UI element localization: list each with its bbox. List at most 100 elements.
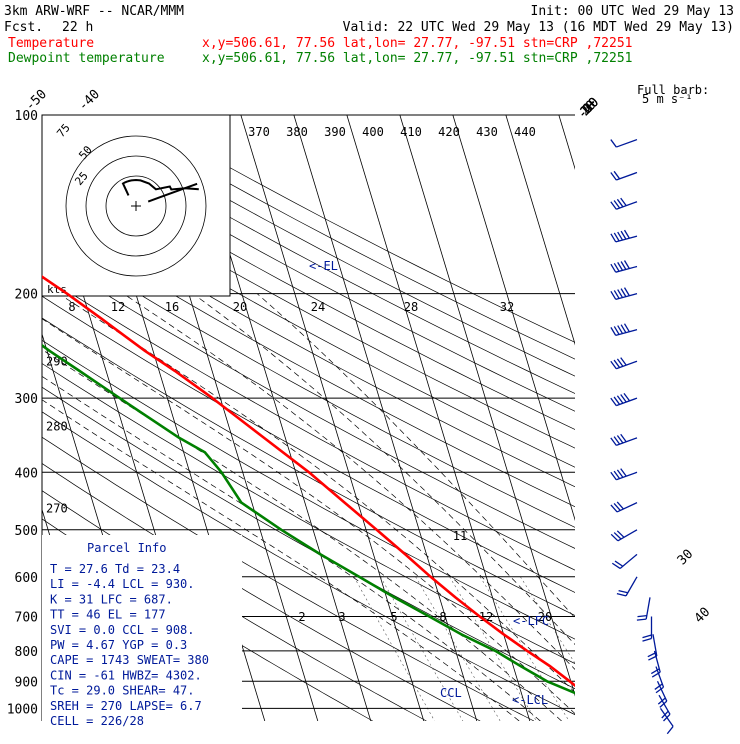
- moist-adiabat-label: 12: [111, 300, 125, 314]
- wind-barb: [637, 597, 650, 620]
- lcl-marker: <-LCL: [512, 693, 548, 707]
- wind-barb-staff: [616, 140, 637, 148]
- wind-barb-flag: [617, 594, 626, 596]
- theta-label: 270: [46, 501, 68, 515]
- wind-barb: [611, 230, 637, 242]
- pressure-tick-label: 500: [15, 524, 38, 539]
- wind-barb: [611, 324, 637, 336]
- moist-adiabat-label: 20: [233, 300, 247, 314]
- pressure-tick-label: 200: [15, 288, 38, 303]
- legend-dewpoint-info: x,y=506.61, 77.56 lat,lon= 27.77, -97.51…: [202, 51, 632, 66]
- parcel-info-row: CAPE = 1743 SWEAT= 380: [50, 653, 209, 667]
- pressure-tick-label: 300: [15, 392, 38, 407]
- wind-barb-flag: [637, 619, 646, 620]
- wind-barb: [611, 393, 637, 405]
- ccl-marker: CCL: [440, 686, 462, 700]
- parcel-info-row: PW = 4.67 YGP = 0.3: [50, 638, 187, 652]
- theta-label: 370: [248, 125, 270, 139]
- theta-label: 280: [46, 420, 68, 434]
- theta-label: 440: [514, 125, 536, 139]
- moist-adiabat: [257, 294, 667, 721]
- wind-barb: [611, 358, 637, 369]
- mixing-ratio-label: 3: [338, 610, 345, 624]
- isotherm: [241, 115, 424, 721]
- hodograph-axis-label: kts: [47, 283, 67, 296]
- legend-temperature: Temperature: [8, 36, 94, 51]
- wind-barb: [612, 554, 637, 568]
- forecast-hours: 22 h: [62, 20, 93, 35]
- pressure-tick-label: 600: [15, 571, 38, 586]
- pressure-tick-label: 900: [15, 675, 38, 690]
- isotherm: [294, 115, 477, 721]
- pressure-tick-label: 1000: [7, 702, 38, 717]
- isotherm-label: -40: [76, 87, 103, 114]
- forecast-label: Fcst.: [4, 20, 43, 35]
- mixing-ratio-label: 2: [298, 610, 305, 624]
- isotherm-label: 40: [692, 605, 714, 627]
- wind-barb: [617, 577, 637, 596]
- parcel-info-row: LI = -4.4 LCL = 930.: [50, 577, 195, 591]
- moist-adiabat-label: 28: [404, 300, 418, 314]
- parcel-info-row: T = 27.6 Td = 23.4: [50, 562, 180, 576]
- lfc-marker: <-LFC: [513, 614, 549, 628]
- parcel-info-row: K = 31 LFC = 687.: [50, 592, 173, 606]
- moist-adiabat-label: 32: [500, 300, 514, 314]
- parcel-info-row: CIN = -61 HWBZ= 4302.: [50, 668, 202, 682]
- wind-barb-flag: [643, 639, 652, 642]
- isotherm: [559, 115, 740, 721]
- legend-temperature-info: x,y=506.61, 77.56 lat,lon= 27.77, -97.51…: [202, 36, 632, 51]
- moist-adiabat-label: 16: [165, 300, 179, 314]
- theta-label: 420: [438, 125, 460, 139]
- parcel-info-row: Tc = 29.0 SHEAR= 47.: [50, 684, 195, 698]
- wind-barb: [611, 502, 637, 512]
- wind-barb: [611, 288, 637, 300]
- parcel-info-row: SREH = 270 LAPSE= 6.7: [50, 699, 202, 713]
- theta-label: 410: [400, 125, 422, 139]
- wind-barb: [611, 260, 637, 272]
- wind-barb: [643, 617, 652, 642]
- parcel-info-row: SVI = 0.0 CCL = 908.: [50, 623, 195, 637]
- isotherm-label: 30: [675, 547, 697, 569]
- moist-adiabat-label: 11: [453, 529, 467, 543]
- valid-time: Valid: 22 UTC Wed 29 May 13 (16 MDT Wed …: [343, 20, 734, 35]
- wind-barb: [611, 198, 637, 209]
- el-marker: <-EL: [309, 259, 338, 273]
- wind-barb-flag: [667, 726, 673, 733]
- parcel-info-title: Parcel Info: [87, 541, 166, 555]
- wind-barb-flag: [638, 616, 647, 617]
- pressure-tick-label: 800: [15, 645, 38, 660]
- parcel-info-rows: T = 27.6 Td = 23.4LI = -4.4 LCL = 930.K …: [50, 562, 209, 728]
- mixing-ratio-label: 5: [390, 610, 397, 624]
- pressure-tick-label: 700: [15, 611, 38, 626]
- wind-barb-flag: [611, 140, 617, 148]
- wind-barb-flag: [643, 635, 652, 638]
- init-time: Init: 00 UTC Wed 29 May 13: [531, 4, 735, 19]
- isotherm: [347, 115, 530, 721]
- legend-dewpoint: Dewpoint temperature: [8, 51, 165, 66]
- isotherm: [453, 115, 636, 721]
- wind-barbs: [611, 140, 673, 734]
- wind-barb-flag: [619, 591, 628, 593]
- theta-label: 430: [476, 125, 498, 139]
- isotherm: [506, 115, 689, 721]
- wind-barb: [611, 469, 637, 480]
- parcel-info-row: CELL = 226/28: [50, 714, 144, 728]
- wind-barb: [611, 171, 637, 180]
- moist-adiabat-label: 8: [68, 300, 75, 314]
- moist-adiabat-label: 24: [311, 300, 325, 314]
- wind-barb: [611, 530, 637, 541]
- isotherm: [400, 115, 583, 721]
- barb-key-line2: 5 m s⁻¹: [642, 92, 693, 106]
- theta-label: 400: [362, 125, 384, 139]
- pressure-tick-label: 400: [15, 466, 38, 481]
- wind-barb: [611, 434, 637, 445]
- model-title: 3km ARW-WRF -- NCAR/MMM: [4, 4, 184, 19]
- parcel-info-row: TT = 46 EL = 177: [50, 608, 166, 622]
- theta-label: 380: [286, 125, 308, 139]
- parcel-info-panel: Parcel Info T = 27.6 Td = 23.4LI = -4.4 …: [42, 535, 242, 728]
- wind-barb: [611, 140, 637, 148]
- theta-label: 390: [324, 125, 346, 139]
